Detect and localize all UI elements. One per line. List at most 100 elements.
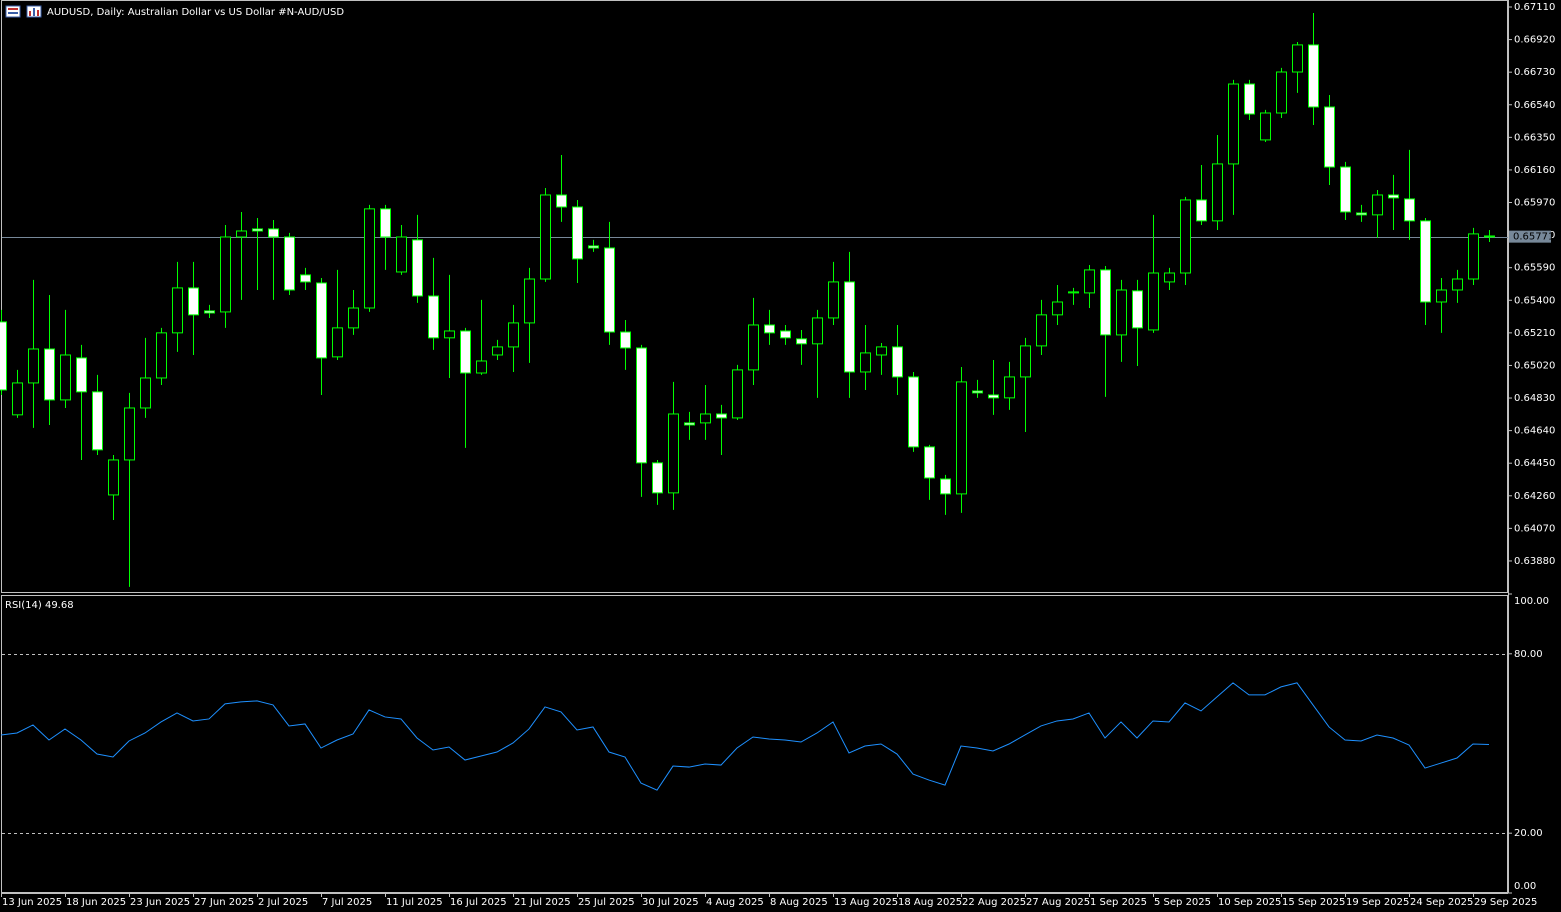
candle [1420,217,1431,325]
candle [1196,164,1207,225]
icon [8,12,18,14]
candle-body [540,194,551,280]
rsi-line [0,682,1490,791]
x-tick-label: 25 Jul 2025 [578,897,635,908]
x-tick-label: 7 Jul 2025 [322,897,372,908]
candle-body [908,376,919,448]
icon [8,8,18,10]
candle-body [828,281,839,319]
candle [892,324,903,395]
candle-body [188,287,199,316]
candle-body [588,245,599,249]
candle [812,309,823,398]
candle [348,289,359,335]
x-tick-label: 11 Jul 2025 [386,897,443,908]
y-tick-label: 0.64830 [1514,393,1555,404]
candle-body [140,377,151,409]
x-tick-label: 24 Sep 2025 [1410,897,1473,908]
candle [828,261,839,325]
candle [316,277,327,395]
candle [556,155,567,222]
candle [684,411,695,440]
y-tick-label: 0.65590 [1514,263,1555,274]
candle-body [444,330,455,339]
candle [1388,174,1399,230]
rsi-y-tick-label: 80.00 [1514,649,1543,660]
candle-body [860,352,871,373]
x-tick-label: 8 Aug 2025 [770,897,828,908]
candle-body [220,236,231,313]
candle [444,274,455,378]
candle-body [1020,345,1031,378]
x-tick-label: 13 Jun 2025 [2,897,62,908]
candle [1340,161,1351,221]
candle-body [1276,71,1287,114]
candle [636,344,647,497]
candle-body [92,391,103,451]
candle-body [668,413,679,494]
candle [940,474,951,515]
candle-body [1260,112,1271,141]
candle-body [172,287,183,334]
candle-body [1084,269,1095,294]
x-tick-label: 22 Aug 2025 [962,897,1026,908]
candle [1356,204,1367,222]
candle-body [1420,220,1431,303]
y-tick-label: 0.66920 [1514,35,1555,46]
candle [476,299,487,375]
candle [1100,265,1111,397]
x-tick-label: 15 Sep 2025 [1282,897,1345,908]
candle [236,211,247,300]
candle-body [476,360,487,374]
candle [524,267,535,363]
candle-body [844,281,855,373]
candle-body [252,228,263,232]
candle [1324,94,1335,186]
candle [1372,189,1383,238]
candle-body [460,330,471,374]
candle [412,214,423,303]
symbol-icons [5,5,42,18]
x-tick-label: 29 Sep 2025 [1474,897,1537,908]
price-panel-frame [1,0,1508,593]
candle [1148,214,1159,333]
candle [876,342,887,375]
candle-body [764,324,775,334]
y-tick-label: 0.65970 [1514,198,1555,209]
candle [92,374,103,455]
candle [12,369,23,418]
candle-body [556,194,567,208]
candle [732,364,743,420]
candle [380,204,391,270]
y-tick-label: 0.65020 [1514,360,1555,371]
candle-body [1468,233,1479,280]
candle-body [1036,314,1047,347]
candle [28,279,39,428]
candle-body [1372,194,1383,216]
rsi-label: RSI(14) 49.68 [5,600,74,611]
candle-body [1196,199,1207,222]
candle [860,324,871,390]
candle [492,339,503,360]
candle [76,344,87,460]
candle-body [76,357,87,393]
candle [300,267,311,290]
candle-body [1100,269,1111,336]
x-tick-label: 27 Jun 2025 [194,897,254,908]
y-tick-label: 0.66350 [1514,132,1555,143]
candle [956,366,967,513]
candle-body [316,282,327,359]
candle [1084,264,1095,308]
chart-title: AUDUSD, Daily: Australian Dollar vs US D… [47,7,344,18]
candle-body [1164,272,1175,283]
candle [252,217,263,290]
candle-body [1244,83,1255,115]
candle [1212,134,1223,230]
candle [1068,287,1079,305]
candle [204,304,215,318]
y-tick-label: 0.65400 [1514,295,1555,306]
y-tick-label: 0.64450 [1514,458,1555,469]
x-tick-label: 16 Jul 2025 [450,897,507,908]
candle [1036,299,1047,355]
candle [140,337,151,418]
